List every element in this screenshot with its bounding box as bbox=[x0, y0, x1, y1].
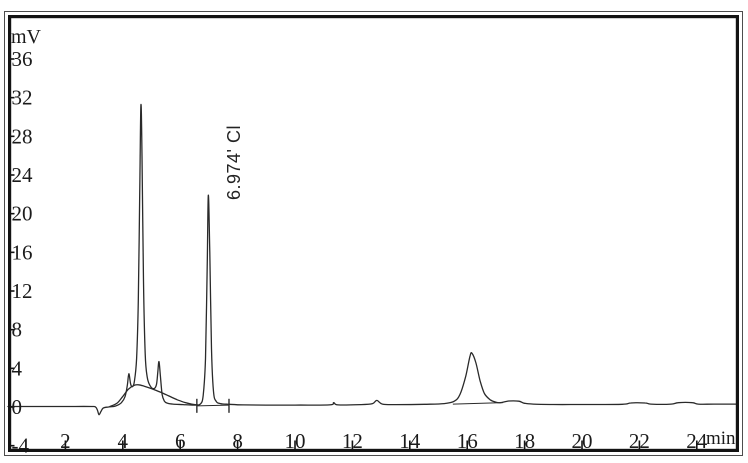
y-axis: 36 32 28 24 20 16 12 8 4 0 -4 bbox=[8, 47, 33, 458]
x-tick-label: 6 bbox=[175, 429, 186, 453]
x-tick-label: 18 bbox=[514, 429, 535, 453]
x-tick-label: 20 bbox=[572, 429, 593, 453]
y-tick-label: 4 bbox=[12, 356, 23, 380]
y-tick-label: 0 bbox=[12, 395, 23, 419]
y-tick-label: 16 bbox=[12, 240, 33, 264]
y-tick-label: 28 bbox=[12, 124, 33, 148]
peak-retention-label: 6.974' Cl bbox=[224, 125, 244, 200]
y-axis-unit-label: mV bbox=[11, 26, 42, 48]
x-tick-label: 4 bbox=[118, 429, 129, 453]
x-tick-label: 16 bbox=[457, 429, 478, 453]
x-axis: 2 4 6 8 10 12 14 16 18 20 22 24 bbox=[60, 429, 708, 453]
integration-layer bbox=[196, 398, 504, 413]
x-tick-label: 2 bbox=[60, 429, 71, 453]
outer-frame-line bbox=[4, 11, 743, 456]
integration-baseline bbox=[196, 404, 230, 407]
x-tick-label: 12 bbox=[342, 429, 363, 453]
signal-trace bbox=[7, 103, 740, 416]
x-tick-label: 14 bbox=[399, 429, 421, 453]
x-tick-label: 8 bbox=[232, 429, 243, 453]
y-tick-label: 12 bbox=[12, 279, 33, 303]
y-tick-label: 24 bbox=[12, 163, 34, 187]
x-axis-unit-label: min bbox=[706, 428, 736, 449]
x-tick-label: 22 bbox=[629, 429, 650, 453]
x-tick-label: 24 bbox=[686, 429, 708, 453]
y-tick-label: -4 bbox=[12, 434, 30, 458]
y-tick-label: 32 bbox=[12, 86, 33, 110]
integration-baseline bbox=[452, 402, 504, 405]
x-tick-label: 10 bbox=[285, 429, 306, 453]
y-tick-label: 8 bbox=[12, 318, 23, 342]
secondary-signal-trace bbox=[109, 384, 199, 408]
trace-layer bbox=[7, 103, 740, 416]
y-tick-label: 20 bbox=[12, 202, 33, 226]
y-tick-label: 36 bbox=[12, 47, 33, 71]
plot-frame bbox=[8, 15, 739, 452]
